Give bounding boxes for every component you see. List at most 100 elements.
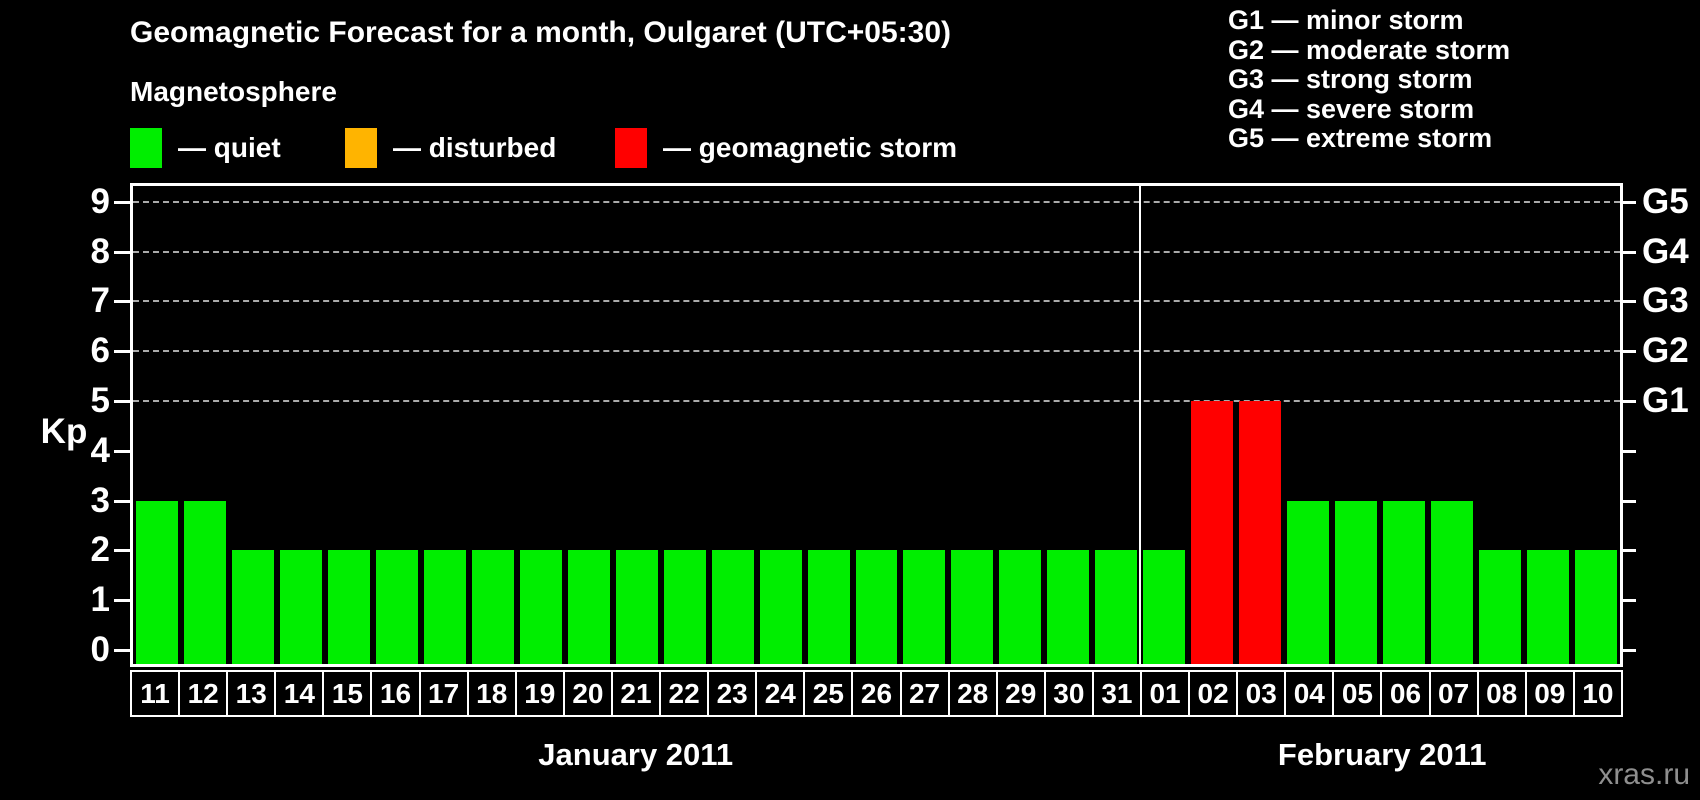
y-tick-label: 3 bbox=[90, 480, 110, 520]
day-label-cell: 11 bbox=[130, 670, 181, 717]
kp-bar bbox=[1287, 500, 1330, 664]
kp-bar bbox=[519, 550, 562, 664]
kp-bar bbox=[375, 550, 418, 664]
day-label-cell: 16 bbox=[370, 670, 421, 717]
kp-bar bbox=[136, 500, 178, 664]
chart-title: Geomagnetic Forecast for a month, Oulgar… bbox=[130, 16, 952, 49]
legend-item-quiet: — quiet bbox=[130, 126, 281, 170]
y-tick-label: 7 bbox=[90, 281, 110, 321]
day-label-cell: 04 bbox=[1284, 670, 1335, 717]
day-label-cell: 07 bbox=[1428, 670, 1479, 717]
kp-bar bbox=[423, 550, 466, 664]
kp-gridline bbox=[133, 350, 1620, 353]
kp-bar bbox=[471, 550, 514, 664]
kp-bar bbox=[1335, 500, 1378, 664]
day-label-cell: 25 bbox=[803, 670, 854, 717]
g-level-label-g4: G4 bbox=[1642, 231, 1689, 271]
kp-bar bbox=[1527, 550, 1570, 664]
day-label-cell: 23 bbox=[707, 670, 758, 717]
kp-bar bbox=[1431, 500, 1474, 664]
day-label-cell: 21 bbox=[610, 670, 662, 717]
y-tick-label: 2 bbox=[90, 530, 110, 570]
watermark: xras.ru bbox=[1598, 758, 1690, 791]
legend-item-label: — geomagnetic storm bbox=[663, 132, 958, 163]
y-axis-tick bbox=[114, 599, 130, 603]
y-axis-tick bbox=[114, 549, 130, 553]
storm-scale-item-g4: G4 — severe storm bbox=[1228, 93, 1475, 124]
day-label-cell: 27 bbox=[899, 670, 950, 717]
month-separator-line bbox=[1139, 186, 1142, 664]
day-label-cell: 10 bbox=[1572, 670, 1623, 717]
kp-gridline bbox=[133, 400, 1620, 402]
y-axis-tick bbox=[114, 649, 130, 652]
g-level-label-g2: G2 bbox=[1642, 331, 1689, 371]
kp-gridline bbox=[133, 300, 1620, 303]
day-label-cell: 31 bbox=[1091, 670, 1142, 717]
y-axis-tick bbox=[114, 300, 130, 304]
y-axis-tick bbox=[114, 200, 130, 204]
day-label-cell: 19 bbox=[514, 670, 565, 717]
kp-bar bbox=[615, 550, 658, 664]
y-tick-label: 1 bbox=[90, 580, 110, 620]
kp-bar bbox=[855, 550, 898, 664]
right-axis-tick bbox=[1620, 400, 1636, 403]
g-level-label-g3: G3 bbox=[1642, 281, 1689, 321]
y-axis-tick bbox=[114, 250, 130, 254]
kp-bar bbox=[327, 550, 370, 664]
plot-area bbox=[130, 183, 1623, 667]
y-axis-label: Kp bbox=[40, 412, 88, 451]
day-label-cell: 03 bbox=[1236, 670, 1287, 717]
y-tick-label: 5 bbox=[90, 381, 110, 420]
day-label-cell: 22 bbox=[659, 670, 710, 717]
day-label-cell: 20 bbox=[562, 670, 613, 717]
g-level-label-g5: G5 bbox=[1642, 181, 1689, 221]
month-label: February 2011 bbox=[1277, 737, 1487, 772]
y-axis-tick bbox=[114, 449, 130, 453]
legend-item-disturbed: — disturbed bbox=[345, 126, 556, 170]
y-axis-tick bbox=[114, 499, 130, 503]
kp-gridline bbox=[133, 250, 1620, 253]
day-label-cell: 29 bbox=[995, 670, 1046, 717]
legend-item-label: — disturbed bbox=[393, 132, 557, 163]
y-tick-label: 4 bbox=[90, 430, 110, 470]
right-axis-tick bbox=[1620, 250, 1636, 254]
right-axis-tick bbox=[1620, 599, 1636, 603]
y-tick-label: 6 bbox=[90, 331, 110, 371]
right-axis-tick bbox=[1620, 549, 1636, 553]
day-label-cell: 02 bbox=[1188, 670, 1239, 717]
right-axis-tick bbox=[1620, 649, 1636, 652]
kp-bar bbox=[279, 550, 322, 664]
day-label-cell: 28 bbox=[947, 670, 998, 717]
day-label-cell: 12 bbox=[178, 670, 229, 717]
kp-bar bbox=[567, 550, 610, 664]
right-axis-tick bbox=[1620, 449, 1636, 453]
quiet-color-swatch-icon bbox=[130, 128, 162, 168]
day-label-cell: 26 bbox=[851, 670, 902, 717]
disturbed-color-swatch-icon bbox=[345, 128, 377, 168]
day-label-cell: 09 bbox=[1524, 670, 1575, 717]
right-axis-tick bbox=[1620, 300, 1636, 304]
kp-bar bbox=[1239, 401, 1282, 664]
kp-bar bbox=[999, 550, 1042, 664]
y-tick-label: 0 bbox=[90, 630, 110, 669]
storm-scale-item-g3: G3 — strong storm bbox=[1228, 64, 1473, 94]
day-label-cell: 13 bbox=[226, 670, 277, 717]
kp-bar bbox=[1047, 550, 1090, 664]
kp-bar bbox=[1575, 550, 1617, 664]
kp-bar bbox=[711, 550, 754, 664]
right-axis-tick bbox=[1620, 350, 1636, 354]
day-label-cell: 24 bbox=[755, 670, 806, 717]
day-label-cell: 05 bbox=[1332, 670, 1383, 717]
kp-bar bbox=[1479, 550, 1522, 664]
kp-bar bbox=[1191, 401, 1234, 664]
kp-bar bbox=[183, 500, 226, 664]
right-axis-tick bbox=[1620, 499, 1636, 503]
right-axis-tick bbox=[1620, 200, 1636, 204]
legend-item-storm: — geomagnetic storm bbox=[615, 126, 957, 170]
kp-bar bbox=[903, 550, 946, 664]
kp-bar bbox=[1095, 550, 1138, 664]
storm-scale-legend: G1 — minor storm G2 — moderate storm G3 — … bbox=[1228, 5, 1510, 154]
kp-bar bbox=[951, 550, 994, 664]
day-label-cell: 01 bbox=[1139, 670, 1191, 717]
